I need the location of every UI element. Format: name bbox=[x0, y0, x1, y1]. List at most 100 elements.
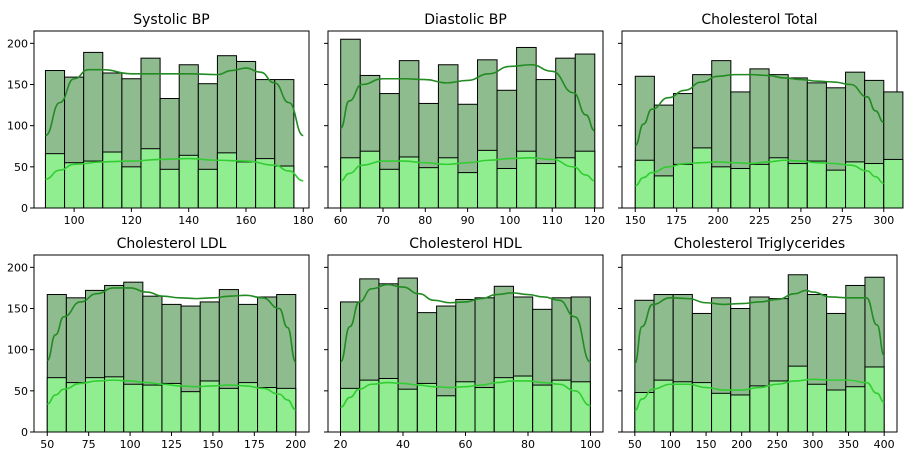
histogram-bar-lower bbox=[496, 167, 518, 209]
histogram-bar-lower bbox=[672, 163, 694, 209]
histogram-bar-lower bbox=[83, 160, 104, 209]
x-tick-label: 150 bbox=[696, 438, 717, 451]
y-tick-label: 150 bbox=[7, 303, 28, 316]
subplot-title: Cholesterol LDL bbox=[117, 236, 227, 252]
histogram-bar-lower bbox=[883, 158, 904, 209]
kde-curves bbox=[339, 283, 591, 409]
y-axis-ticks bbox=[324, 42, 328, 209]
histogram-bar-lower bbox=[340, 387, 361, 433]
x-tick-label: 120 bbox=[121, 214, 142, 227]
x-tick-label: 200 bbox=[731, 438, 752, 451]
histogram-bar-lower bbox=[845, 161, 866, 209]
histogram-bar-lower bbox=[477, 149, 498, 209]
y-axis-ticks: 0 50 100 150 200 bbox=[7, 261, 34, 439]
subplot-title: Cholesterol Total bbox=[701, 12, 817, 28]
histogram-bar-lower bbox=[178, 154, 199, 209]
x-tick-label: 350 bbox=[838, 438, 859, 451]
x-tick-label: 50 bbox=[628, 438, 642, 451]
subplot-cholesterol-triglycerides: Cholesterol Triglycerides 50 100 150 200 250… bbox=[618, 236, 898, 451]
y-axis-ticks bbox=[618, 42, 622, 209]
histogram-bar-lower bbox=[416, 382, 438, 433]
bars bbox=[634, 274, 885, 433]
bars bbox=[46, 281, 297, 433]
x-tick-label: 300 bbox=[802, 438, 823, 451]
histogram-bar-lower bbox=[436, 395, 457, 433]
histogram-bar-lower bbox=[397, 388, 418, 433]
x-tick-label: 80 bbox=[418, 214, 432, 227]
x-tick-label: 275 bbox=[832, 214, 853, 227]
histogram-bar-lower bbox=[378, 377, 399, 433]
histogram-bar-lower bbox=[379, 168, 400, 209]
histogram-bar-lower bbox=[84, 377, 106, 433]
histogram-bar-lower bbox=[359, 150, 381, 209]
x-axis-ticks: 100 120 140 160 180 bbox=[64, 208, 314, 227]
x-tick-label: 120 bbox=[584, 214, 605, 227]
histogram-bar-lower bbox=[197, 168, 218, 209]
histogram-bar-lower bbox=[255, 158, 276, 209]
histogram-bar-lower bbox=[574, 150, 596, 209]
x-tick-label: 90 bbox=[461, 214, 475, 227]
kde-curve bbox=[634, 289, 885, 365]
kde-curves bbox=[634, 289, 885, 412]
histogram-bar-lower bbox=[768, 380, 789, 433]
histogram-bar-lower bbox=[257, 387, 278, 433]
x-tick-label: 250 bbox=[790, 214, 811, 227]
y-tick-label: 100 bbox=[7, 120, 28, 133]
histogram-bar-lower bbox=[691, 382, 713, 433]
x-tick-label: 100 bbox=[580, 438, 601, 451]
subplot-diastolic-bp: Diastolic BP 60 70 80 90 100 110 120 bbox=[324, 12, 605, 227]
histogram-bar-lower bbox=[730, 394, 751, 433]
x-tick-label: 125 bbox=[161, 438, 182, 451]
x-tick-label: 150 bbox=[202, 438, 223, 451]
histogram-bar-lower bbox=[730, 167, 751, 209]
histogram-bar-lower bbox=[237, 382, 259, 433]
x-tick-label: 75 bbox=[82, 438, 96, 451]
histogram-bar-lower bbox=[653, 175, 674, 209]
x-tick-label: 160 bbox=[235, 214, 256, 227]
histogram-bar-lower bbox=[512, 375, 534, 433]
histogram-bar-lower bbox=[457, 172, 479, 209]
kde-curve bbox=[634, 73, 885, 147]
x-tick-label: 140 bbox=[178, 214, 199, 227]
y-tick-label: 150 bbox=[7, 79, 28, 92]
x-tick-label: 400 bbox=[874, 438, 895, 451]
x-tick-label: 175 bbox=[666, 214, 687, 227]
histogram-bar-lower bbox=[121, 166, 142, 209]
histogram-bar-lower bbox=[570, 381, 591, 433]
histogram-bar-lower bbox=[749, 163, 770, 209]
kde-curve bbox=[45, 157, 304, 182]
histogram-bar-lower bbox=[276, 387, 297, 433]
histogram-bar-lower bbox=[102, 151, 123, 209]
kde-curves bbox=[339, 63, 595, 182]
histogram-bar-lower bbox=[493, 377, 514, 433]
y-axis-ticks bbox=[324, 266, 328, 433]
y-tick-label: 200 bbox=[7, 261, 28, 274]
x-tick-label: 225 bbox=[749, 214, 770, 227]
histogram-bar-lower bbox=[180, 391, 201, 433]
x-tick-label: 250 bbox=[767, 438, 788, 451]
histogram-bar-lower bbox=[199, 380, 220, 433]
bars bbox=[340, 277, 591, 433]
x-tick-label: 60 bbox=[459, 438, 473, 451]
histogram-bar-lower bbox=[418, 167, 439, 209]
kde-curves bbox=[46, 287, 297, 411]
kde-curves bbox=[45, 67, 304, 182]
histogram-bar-lower bbox=[749, 385, 770, 433]
histogram-bar-lower bbox=[532, 384, 553, 433]
histogram-bar-lower bbox=[711, 166, 732, 209]
x-axis-ticks: 150 175 200 225 250 275 300 bbox=[625, 208, 894, 227]
x-axis-ticks: 50 75 100 125 150 175 200 bbox=[40, 432, 306, 451]
kde-curves bbox=[634, 73, 885, 187]
histogram-bar-lower bbox=[159, 168, 180, 209]
y-tick-label: 50 bbox=[14, 161, 28, 174]
subplot-systolic-bp: Systolic BP 100 120 140 160 180 0 50 100 150 200 bbox=[7, 12, 314, 227]
histogram-bar-lower bbox=[864, 366, 885, 433]
kde-curve bbox=[46, 287, 297, 363]
histogram-bar-lower bbox=[516, 150, 537, 209]
histogram-bar-lower bbox=[64, 162, 85, 209]
x-tick-label: 300 bbox=[873, 214, 894, 227]
x-tick-label: 200 bbox=[285, 438, 306, 451]
subplot-title: Systolic BP bbox=[133, 12, 210, 28]
x-tick-label: 40 bbox=[396, 438, 410, 451]
